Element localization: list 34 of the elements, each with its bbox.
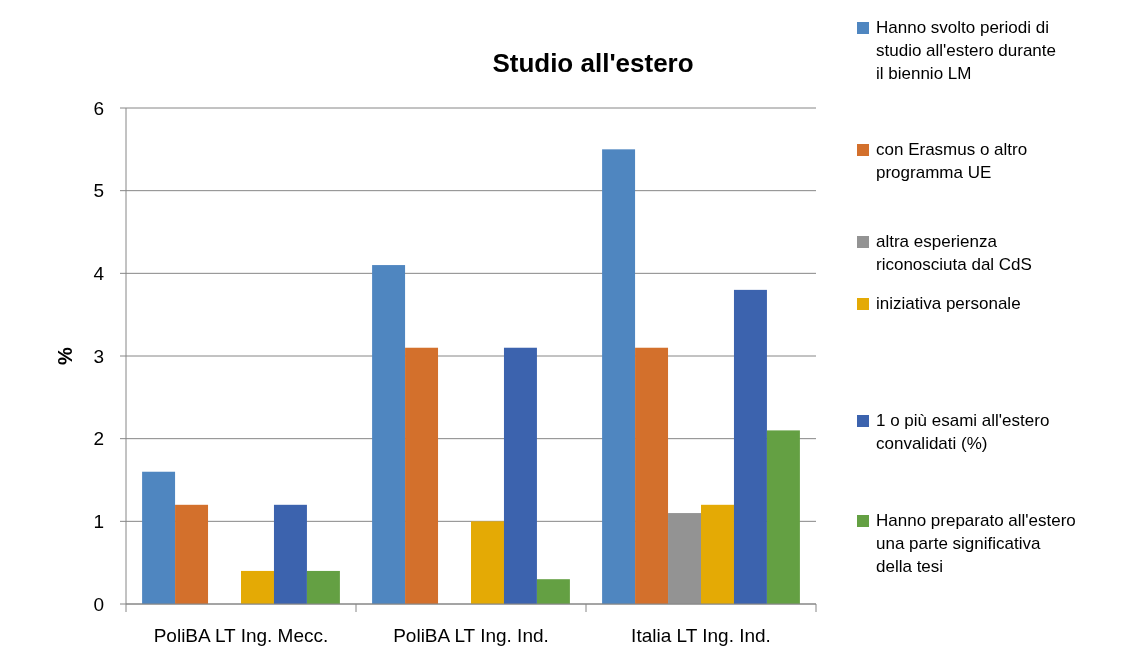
y-tick-label: 2	[93, 428, 104, 450]
bar	[471, 521, 504, 604]
bar	[733, 289, 767, 604]
bar	[372, 265, 406, 604]
chart-title: Studio all'estero	[492, 48, 694, 78]
bar	[602, 149, 636, 604]
legend-label: altra esperienza riconosciuta dal CdS	[876, 232, 1032, 274]
bar	[241, 570, 274, 604]
legend-label: iniziativa personale	[876, 294, 1021, 313]
legend-label: Hanno svolto periodi di studio all'estero durante il biennio LM	[876, 18, 1056, 83]
bar	[142, 471, 176, 604]
legend-label: Hanno preparato all'estero una parte significativa della tesi	[876, 511, 1076, 576]
x-tick-label: PoliBA LT Ing. Mecc.	[153, 625, 329, 646]
y-tick-label: 1	[93, 510, 104, 532]
y-tick-label: 5	[93, 180, 104, 202]
bar	[405, 347, 439, 604]
bar	[503, 347, 537, 604]
bar	[273, 504, 307, 604]
bar	[306, 570, 340, 604]
y-tick-label: 0	[93, 593, 104, 615]
bar	[701, 504, 734, 604]
bar	[536, 579, 570, 604]
bar	[175, 504, 209, 604]
y-tick-label: 6	[93, 97, 104, 119]
bar	[635, 347, 669, 604]
y-tick-label: 3	[93, 345, 104, 367]
bar	[668, 513, 701, 604]
x-tick-label: PoliBA LT Ing. Ind.	[393, 625, 549, 646]
legend-label: con Erasmus o altro programma UE	[876, 140, 1028, 182]
legend-label: 1 o più esami all'estero convalidati (%)	[876, 411, 1050, 453]
x-tick-label: Italia LT Ing. Ind.	[631, 625, 771, 646]
y-tick-label: 4	[93, 262, 105, 284]
bar	[766, 430, 800, 604]
y-axis-title: %	[54, 346, 76, 365]
